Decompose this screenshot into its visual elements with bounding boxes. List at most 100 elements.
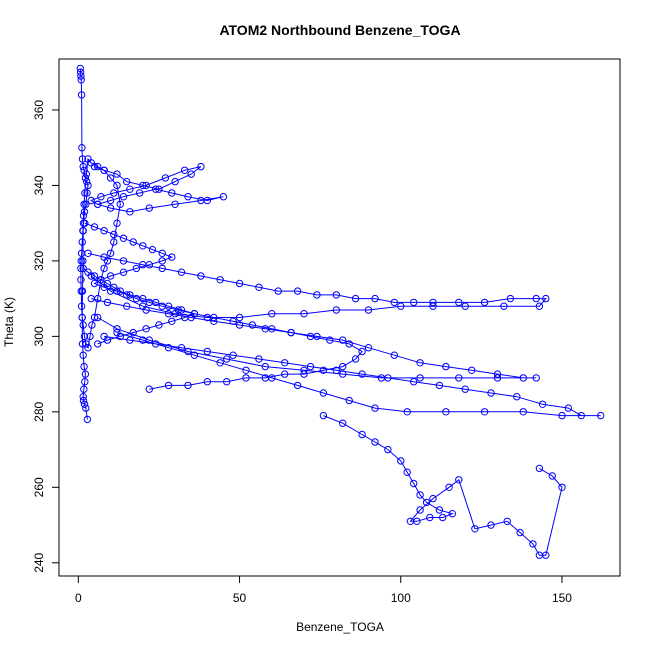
data-point [129, 328, 137, 337]
data-point [116, 287, 125, 295]
data-point [142, 181, 150, 190]
data-point [83, 189, 91, 197]
data-point [448, 510, 456, 518]
data-point [445, 483, 453, 491]
plot-area: 0 50 100 150 240 260 280 300 320 340 360 [32, 58, 621, 605]
data-point [123, 291, 131, 299]
data-point [97, 276, 105, 284]
y-tick-label: 240 [32, 552, 46, 572]
data-point [77, 76, 85, 84]
data-point [142, 306, 150, 314]
y-tick-label: 280 [32, 402, 46, 422]
data-point [94, 340, 102, 348]
data-point [293, 381, 302, 390]
data-point [152, 185, 160, 193]
data-series [100, 328, 605, 420]
series-line [82, 268, 363, 390]
y-axis-label: Theta (K) [2, 297, 16, 347]
y-tick-label: 260 [32, 477, 46, 497]
data-point [487, 389, 495, 397]
data-point [87, 196, 95, 205]
data-point [76, 64, 85, 73]
y-tick-label: 340 [32, 175, 46, 195]
data-point [78, 238, 86, 246]
series-line [91, 298, 537, 379]
data-point [155, 185, 163, 193]
data-point [397, 302, 405, 310]
data-point [77, 276, 85, 284]
data-point [480, 298, 489, 307]
x-tick-label: 50 [233, 591, 247, 605]
data-point [306, 332, 315, 341]
data-point [281, 359, 289, 367]
data-point [455, 298, 463, 307]
data-point [268, 310, 276, 318]
data-point [113, 219, 121, 227]
data-point [79, 351, 87, 359]
x-tick-label: 100 [391, 591, 411, 605]
data-point [429, 302, 437, 310]
data-point [116, 200, 125, 209]
data-point [106, 249, 115, 258]
data-point [145, 261, 154, 269]
data-point [461, 385, 469, 393]
data-point [487, 521, 495, 529]
x-tick-label: 150 [552, 591, 572, 605]
data-point [384, 374, 392, 382]
data-point [123, 302, 131, 310]
data-point [79, 396, 88, 405]
data-point [319, 411, 328, 420]
data-point [442, 408, 450, 416]
data-point [319, 389, 328, 397]
data-point [493, 374, 502, 382]
data-point [506, 294, 515, 303]
data-point [532, 294, 540, 303]
data-point [79, 162, 87, 171]
data-point [319, 366, 328, 374]
data-point [351, 294, 360, 303]
data-point [500, 302, 508, 310]
data-point [139, 242, 147, 250]
data-point [84, 344, 92, 352]
data-point [84, 249, 92, 258]
data-point [564, 404, 573, 412]
data-point [142, 325, 150, 333]
data-point [351, 355, 360, 363]
data-point [78, 313, 86, 322]
data-point [80, 332, 89, 341]
data-point [152, 340, 160, 348]
data-point [103, 279, 112, 288]
data-point [203, 378, 212, 386]
chart-title: ATOM2 Northbound Benzene_TOGA [219, 22, 460, 38]
data-point [80, 362, 88, 371]
data-point [416, 374, 424, 382]
data-point [300, 366, 308, 374]
data-point [78, 144, 86, 152]
data-point [83, 415, 92, 424]
data-point [223, 355, 231, 363]
data-point [229, 351, 237, 359]
data-point [358, 370, 366, 378]
data-point [139, 336, 147, 344]
data-point [164, 381, 173, 390]
data-point [416, 359, 424, 367]
data-point [145, 385, 154, 393]
data-point [416, 506, 424, 514]
data-point [110, 189, 118, 197]
data-point [168, 253, 176, 261]
data-point [106, 196, 115, 205]
data-point [223, 378, 231, 386]
data-point [538, 400, 547, 408]
data-point [313, 291, 321, 299]
data-point [332, 291, 340, 299]
data-point [435, 506, 444, 514]
data-point [103, 336, 112, 344]
data-point [123, 177, 131, 186]
data-point [197, 162, 205, 171]
y-axis: 240 260 280 300 320 340 360 [32, 100, 60, 573]
data-point [145, 204, 154, 212]
y-tick-label: 360 [32, 100, 46, 120]
data-point [558, 411, 566, 420]
data-point [332, 366, 340, 374]
